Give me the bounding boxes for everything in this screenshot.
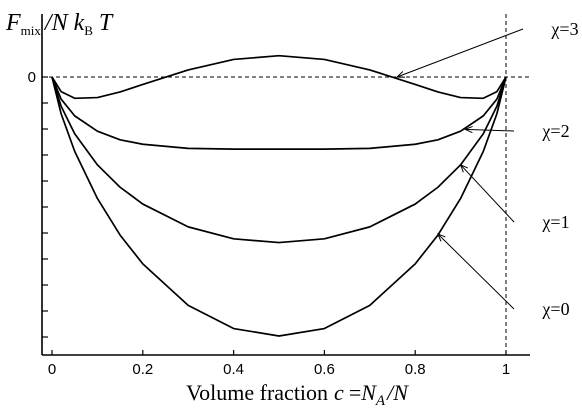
x-label-num-sub: A	[375, 393, 386, 409]
x-tick-label: 0.6	[314, 361, 335, 378]
x-tick-label: 0.8	[405, 361, 426, 378]
annotation-label-chi-3: χ=0	[541, 299, 569, 319]
x-label-num-main: N	[360, 380, 377, 405]
annotation-arrowhead	[463, 125, 473, 134]
curve-chi-1	[51, 76, 507, 244]
annotation-label-chi-2: χ=1	[541, 212, 569, 232]
curve-chi-2	[51, 76, 507, 150]
y-label-main: F	[5, 10, 21, 36]
y-label-end: T	[93, 10, 114, 36]
curve-chi-0	[51, 76, 507, 337]
annotation-arrowhead	[436, 233, 446, 242]
annotation-leader	[460, 164, 515, 223]
x-label-equals: =	[349, 380, 361, 405]
annotation-label-chi-0: χ=3	[550, 19, 578, 39]
x-tick-label: 0.2	[132, 361, 153, 378]
annotation-label-chi-1: χ=2	[541, 121, 569, 141]
x-axis-label: Volume fraction c =NA/N	[186, 380, 409, 409]
x-label-den: /N	[385, 380, 409, 405]
y-tick-label-0: 0	[28, 69, 36, 86]
annotation-arrowhead	[395, 71, 406, 78]
curves	[51, 54, 507, 337]
y-label-sub-mix: mix	[21, 23, 42, 38]
x-tick-label: 0	[48, 361, 56, 378]
annotations: χ=3 χ=2 χ=1 χ=0	[395, 19, 579, 319]
y-label-sub-b: B	[84, 23, 93, 38]
y-ticks	[42, 76, 48, 338]
annotation-arrowhead	[459, 163, 469, 173]
x-tick-label: 1	[502, 361, 510, 378]
y-label-mid: /N k	[43, 10, 85, 36]
x-tick-label: 0.4	[223, 361, 244, 378]
x-label-var: c	[334, 380, 344, 405]
annotation-leader	[437, 233, 515, 310]
annotation-leader	[465, 128, 515, 132]
x-ticks: 0 0.2 0.4 0.6 0.8 1	[48, 350, 510, 378]
x-label-text: Volume fraction	[186, 380, 328, 405]
curve-chi-3	[51, 54, 507, 100]
annotation-leader	[396, 28, 524, 78]
y-axis-label: Fmix/N kB T	[5, 10, 114, 38]
